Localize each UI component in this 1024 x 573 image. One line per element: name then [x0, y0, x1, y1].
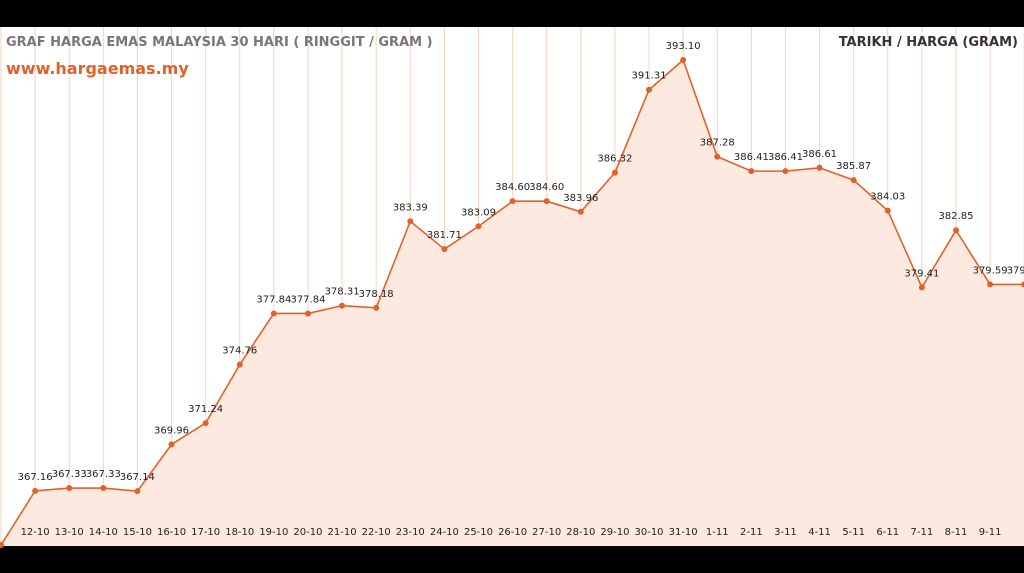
chart-subtitle: www.hargaemas.my	[6, 59, 189, 78]
value-label: 384.60	[495, 182, 530, 193]
point	[441, 246, 448, 253]
point	[202, 420, 209, 427]
x-tick-label: 20-10	[293, 527, 322, 538]
point	[32, 487, 39, 494]
value-label: 386.61	[802, 149, 837, 160]
point	[680, 57, 687, 63]
x-tick-label: 1-11	[706, 527, 729, 538]
point	[407, 218, 414, 225]
value-label: 377.84	[290, 294, 325, 305]
point	[236, 361, 243, 368]
plot: 367.16 12-10 367.33 13-10 367.33 14-10 367.14 1…	[0, 27, 1024, 548]
value-label: 386.41	[768, 152, 803, 163]
point	[339, 302, 346, 309]
area	[1, 60, 1024, 546]
point	[0, 542, 4, 548]
value-label: 383.39	[393, 202, 428, 213]
x-tick-label: 26-10	[498, 527, 527, 538]
x-tick-label: 27-10	[532, 527, 561, 538]
point	[952, 227, 959, 234]
chart-title: GRAF HARGA EMAS MALAYSIA 30 HARI ( RINGG…	[6, 35, 433, 50]
point	[66, 485, 73, 492]
point	[987, 281, 994, 288]
x-tick-label: 14-10	[89, 527, 118, 538]
value-label: 369.96	[154, 425, 189, 436]
value-label: 371.24	[188, 404, 223, 415]
x-tick-label: 23-10	[396, 527, 425, 538]
value-label: 393.10	[666, 41, 701, 52]
x-tick-label: 18-10	[225, 527, 254, 538]
value-label: 386.41	[734, 152, 769, 163]
point	[816, 164, 823, 171]
point	[918, 284, 925, 291]
value-label: 385.87	[836, 161, 871, 172]
x-tick-label: 9-11	[979, 527, 1002, 538]
point	[748, 168, 755, 175]
value-label: 386.32	[597, 154, 632, 165]
x-tick-label: 31-10	[669, 527, 698, 538]
value-label: 391.31	[632, 71, 667, 82]
x-tick-label: 5-11	[842, 527, 865, 538]
x-tick-label: 21-10	[328, 527, 357, 538]
x-tick-label: 25-10	[464, 527, 493, 538]
point	[270, 310, 277, 317]
value-label: 367.14	[120, 472, 155, 483]
value-label: 382.85	[938, 211, 973, 222]
x-tick-label: 19-10	[259, 527, 288, 538]
point	[646, 86, 653, 93]
x-tick-label: 17-10	[191, 527, 220, 538]
x-tick-label: 28-10	[566, 527, 595, 538]
point	[543, 198, 550, 205]
value-label: 378.18	[359, 289, 394, 300]
point	[850, 177, 857, 184]
point	[475, 223, 482, 230]
x-tick-label: 15-10	[123, 527, 152, 538]
value-label: 367.33	[52, 469, 87, 480]
point	[304, 310, 311, 317]
value-label: 367.33	[86, 469, 121, 480]
x-tick-label: 13-10	[55, 527, 84, 538]
x-tick-label: 3-11	[774, 527, 797, 538]
value-label: 387.28	[700, 138, 735, 149]
value-label: 379.59	[973, 265, 1008, 276]
x-tick-label: 24-10	[430, 527, 459, 538]
point	[168, 441, 175, 448]
bottom-bar	[0, 546, 1024, 573]
value-label: 383.09	[461, 207, 496, 218]
point	[884, 207, 891, 214]
point	[509, 198, 516, 205]
point	[714, 153, 721, 160]
value-label: 379.41	[904, 268, 939, 279]
x-tick-label: 4-11	[808, 527, 831, 538]
value-label: 384.03	[870, 192, 905, 203]
point	[577, 208, 584, 215]
value-label: 383.96	[563, 193, 598, 204]
x-tick-label: 12-10	[21, 527, 50, 538]
legend-title: TARIKH / HARGA (GRAM)	[839, 35, 1018, 50]
value-label: 381.71	[427, 230, 462, 241]
x-tick-label: 2-11	[740, 527, 763, 538]
point	[100, 485, 107, 492]
x-tick-label: 30-10	[634, 527, 663, 538]
top-bar	[0, 0, 1024, 27]
value-label: 367.16	[18, 472, 53, 483]
x-tick-label: 8-11	[945, 527, 968, 538]
point	[373, 304, 380, 311]
x-tick-label: 16-10	[157, 527, 186, 538]
value-label: 378.31	[325, 287, 360, 298]
value-label: 377.84	[256, 294, 291, 305]
x-tick-label: 6-11	[876, 527, 899, 538]
point	[611, 169, 618, 176]
x-tick-label: 22-10	[362, 527, 391, 538]
value-label: 384.60	[529, 182, 564, 193]
point	[1021, 281, 1024, 288]
point	[782, 168, 789, 175]
point	[134, 488, 141, 495]
value-label: 379.59	[1007, 265, 1024, 276]
x-tick-label: 29-10	[600, 527, 629, 538]
x-tick-label: 7-11	[911, 527, 934, 538]
value-label: 374.76	[222, 346, 257, 357]
